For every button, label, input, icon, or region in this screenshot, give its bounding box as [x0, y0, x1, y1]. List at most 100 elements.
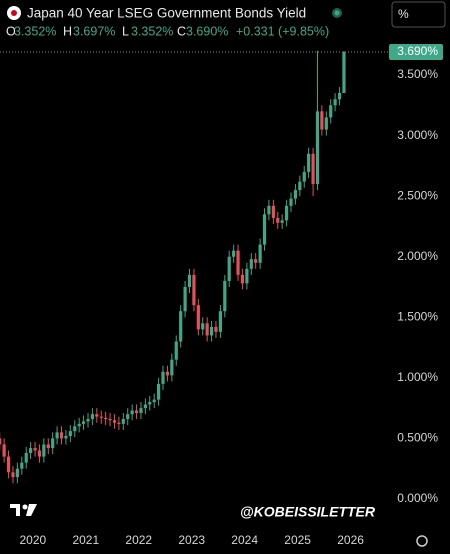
- y-tick-label: 2.500%: [397, 188, 438, 202]
- candle-body: [29, 448, 33, 453]
- candle-body: [315, 111, 320, 185]
- candle-body: [276, 217, 280, 223]
- candle-body: [337, 92, 342, 100]
- candle-body: [90, 414, 95, 420]
- candle-body: [126, 414, 130, 420]
- candle-body: [99, 416, 103, 418]
- candle-body: [214, 326, 218, 332]
- y-tick-label: 0.000%: [397, 491, 438, 505]
- candle-body: [148, 402, 152, 405]
- candle-body: [227, 256, 231, 281]
- candle-body: [285, 205, 289, 221]
- status-dot: [334, 10, 340, 16]
- candle-body: [192, 274, 196, 306]
- logo-shape: [26, 504, 37, 516]
- candle-body: [170, 359, 174, 376]
- candle-body: [143, 404, 147, 409]
- watermark: @KOBEISSILETTER: [240, 504, 376, 520]
- candle-body: [33, 448, 37, 451]
- candle-body: [95, 414, 99, 417]
- candle-body: [152, 399, 156, 403]
- candle-body: [240, 274, 245, 284]
- candle-body: [130, 410, 134, 415]
- candle-body: [117, 422, 121, 424]
- candle-body: [201, 323, 205, 330]
- candle-body: [271, 205, 275, 218]
- candle-body: [108, 419, 112, 421]
- candle-body: [267, 205, 271, 215]
- candle-body: [104, 417, 108, 420]
- ohlc-value: +0.331 (+9.85%): [236, 24, 329, 38]
- candle-body: [262, 214, 267, 245]
- ohlc-value: 3.690%: [186, 24, 228, 38]
- y-tick-label: 3.500%: [397, 67, 438, 81]
- candle-body: [174, 341, 178, 360]
- logo-dot: [22, 504, 28, 510]
- y-tick-label: 3.000%: [397, 128, 438, 142]
- candle-body: [320, 111, 324, 130]
- x-tick-label: 2021: [72, 533, 99, 547]
- candle-body: [51, 438, 55, 449]
- candle-body: [46, 444, 50, 449]
- scale-button[interactable]: [391, 1, 446, 28]
- candle-body: [298, 181, 302, 191]
- ohlc-letter: O: [6, 24, 16, 38]
- candle-body: [280, 220, 284, 223]
- flag-dot: [11, 10, 17, 16]
- candle-body: [311, 153, 315, 185]
- candle-body: [258, 244, 262, 263]
- candle-body: [134, 410, 139, 413]
- y-tick-label: 2.000%: [397, 249, 438, 263]
- candle-body: [218, 311, 223, 332]
- candle-body: [6, 456, 11, 473]
- x-tick-label: 2025: [284, 533, 311, 547]
- candle-body: [179, 311, 183, 342]
- candle-body: [232, 250, 236, 257]
- candle-body: [342, 52, 346, 93]
- candle-body: [0, 438, 2, 445]
- candle-body: [68, 431, 72, 436]
- candle-body: [245, 268, 249, 284]
- x-tick-label: 2024: [231, 533, 258, 547]
- settings-icon[interactable]: [416, 535, 428, 547]
- candle-body: [2, 444, 6, 457]
- x-tick-label: 2020: [19, 533, 46, 547]
- candle-body: [37, 450, 42, 457]
- candle-body: [77, 423, 81, 427]
- candle-body: [59, 432, 64, 439]
- chart-title: Japan 40 Year LSEG Government Bonds Yiel…: [27, 6, 306, 21]
- candle-body: [329, 105, 333, 118]
- candle-body: [209, 326, 214, 336]
- candle-body: [64, 435, 68, 439]
- x-tick-label: 2022: [125, 533, 152, 547]
- candle-body: [73, 426, 77, 432]
- candle-body: [24, 452, 28, 463]
- candle-body: [187, 274, 192, 287]
- x-tick-label: 2023: [178, 533, 205, 547]
- ohlc-value: 3.352%: [131, 24, 173, 38]
- ohlc-letter: L: [122, 24, 129, 38]
- x-tick-label: 2026: [337, 533, 364, 547]
- candle-body: [42, 444, 46, 457]
- scale-button-label[interactable]: %: [398, 7, 409, 21]
- candle-body: [157, 383, 161, 400]
- ohlc-letter: H: [63, 24, 72, 38]
- y-tick-label: 0.500%: [397, 431, 438, 445]
- logo-shape: [10, 504, 20, 516]
- ohlc-value: 3.352%: [14, 24, 56, 38]
- candle-body: [289, 198, 293, 206]
- candle-body: [161, 371, 165, 384]
- candle-body: [333, 99, 337, 106]
- candle-body: [196, 305, 200, 330]
- candle-body: [183, 286, 187, 312]
- ohlc-letter: C: [177, 24, 186, 38]
- ohlc-value: 3.697%: [73, 24, 115, 38]
- y-tick-label: 1.500%: [397, 309, 438, 323]
- candle-body: [223, 280, 227, 312]
- candle-body: [324, 117, 328, 130]
- tv-logo: [10, 504, 37, 516]
- candle-body: [205, 323, 209, 336]
- candle-body: [307, 153, 311, 172]
- candle-body: [254, 259, 258, 263]
